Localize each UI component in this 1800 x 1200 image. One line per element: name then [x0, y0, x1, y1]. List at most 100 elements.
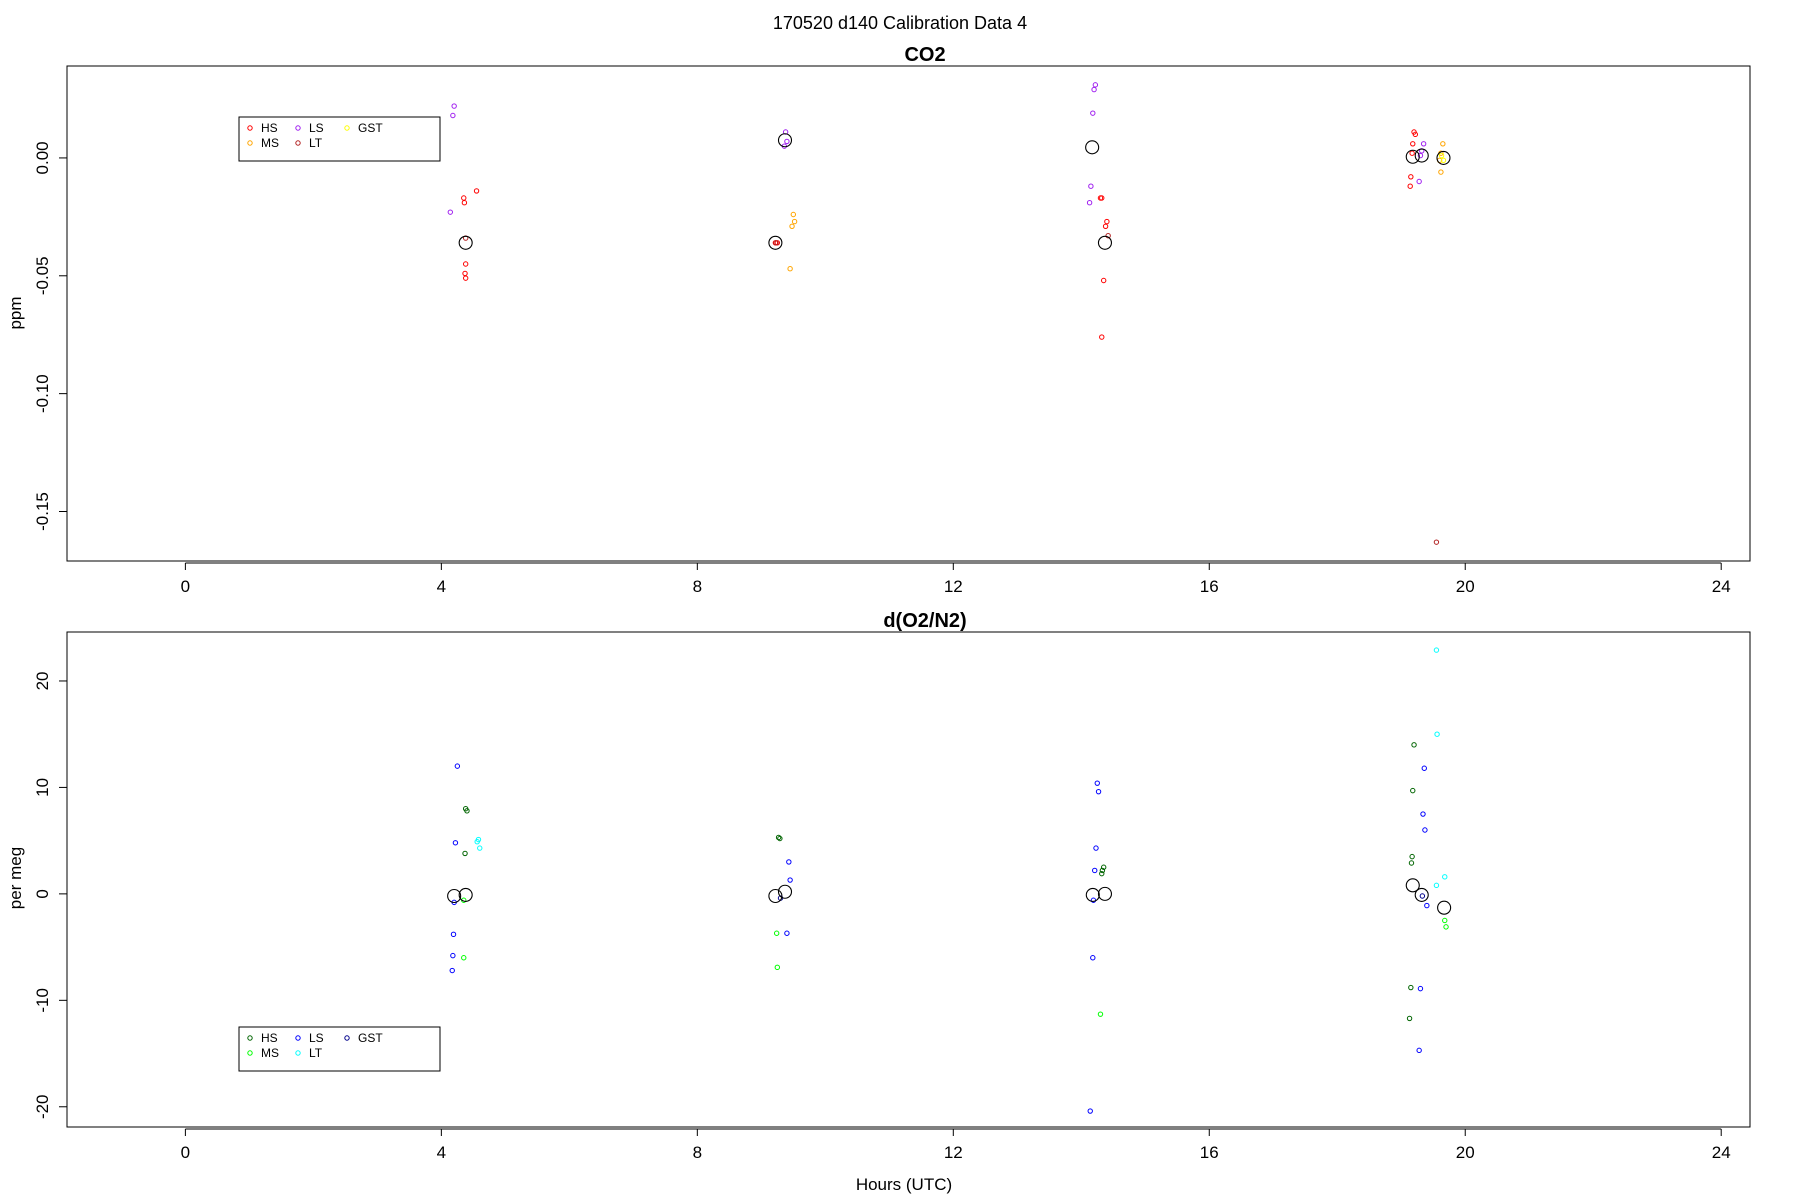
co2-point-lt — [1105, 233, 1111, 239]
co2-point-lt — [1433, 539, 1440, 545]
co2-legend-marker — [295, 140, 301, 146]
o2n2-point-hs — [1100, 864, 1107, 870]
co2-y-tick-label: -0.05 — [33, 256, 52, 295]
o2n2-point-ls — [449, 967, 455, 974]
co2-point-hs — [461, 195, 467, 201]
co2-x-tick-label: 16 — [1200, 577, 1219, 596]
co2-mean-marker — [1097, 235, 1113, 250]
o2n2-point-hs — [1408, 860, 1415, 866]
o2n2-mean-marker — [777, 884, 793, 899]
o2n2-point-ls — [1092, 867, 1098, 874]
co2-point-hs — [461, 200, 468, 206]
co2-point-ms — [1438, 169, 1444, 175]
o2n2-x-tick-label: 12 — [944, 1143, 963, 1162]
o2n2-point-ms — [773, 930, 780, 936]
o2n2-x-tick-label: 16 — [1200, 1143, 1219, 1162]
co2-point-ls — [1090, 110, 1096, 116]
co2-y-tick-label: 0.00 — [33, 141, 52, 174]
co2-mean-marker — [777, 133, 793, 148]
o2n2-x-axis-label: Hours (UTC) — [856, 1175, 952, 1194]
co2-x-axis: 0 4 8 12 16 20 24 — [181, 562, 1731, 596]
co2-point-hs — [1104, 218, 1110, 225]
o2n2-point-ms — [1097, 1011, 1104, 1017]
o2n2-point-ls — [1417, 985, 1424, 992]
co2-legend-marker — [344, 125, 350, 131]
o2n2-point-ms — [461, 955, 467, 961]
o2n2-mean-marker — [1405, 878, 1420, 893]
co2-legend-marker — [295, 125, 301, 131]
co2-point-ls — [447, 209, 454, 215]
co2-point-hs — [462, 270, 468, 277]
co2-mean-marker — [1436, 150, 1451, 165]
o2n2-point-hs — [1408, 984, 1414, 991]
co2-y-tick-label: -0.10 — [33, 374, 52, 413]
o2n2-point-ms — [1443, 924, 1449, 930]
co2-x-tick-label: 4 — [437, 577, 446, 596]
o2n2-point-lt — [477, 845, 483, 851]
o2n2-point-ls — [450, 952, 456, 959]
o2n2-point-ls — [786, 859, 792, 865]
co2-point-hs — [473, 188, 480, 194]
co2-point-ms — [790, 211, 797, 218]
co2-point-hs — [1410, 141, 1416, 147]
co2-point-ms — [789, 223, 795, 229]
co2-point-ls — [1420, 141, 1427, 147]
o2n2-mean-marker — [768, 888, 783, 904]
co2-point-hs — [1099, 334, 1105, 340]
o2n2-legend-label: LS — [309, 1031, 324, 1045]
o2n2-point-ms — [774, 964, 781, 971]
o2n2-point-hs — [777, 835, 783, 842]
o2n2-y-tick-label: -20 — [33, 1094, 52, 1119]
o2n2-point-ls — [1421, 765, 1427, 771]
o2n2-x-tick-label: 20 — [1456, 1143, 1475, 1162]
co2-y-axis: -0.15 -0.10 -0.05 0.00 — [33, 141, 68, 531]
o2n2-point-hs — [462, 850, 468, 857]
o2n2-point-ls — [1416, 1047, 1422, 1054]
o2n2-point-hs — [1099, 867, 1106, 874]
o2n2-point-lt — [1442, 874, 1448, 880]
o2n2-y-tick-label: -10 — [33, 988, 52, 1013]
o2n2-panel: d(O2/N2) per meg Hours (UTC) 0 4 8 12 16 20 24… — [6, 610, 1751, 1194]
co2-point-ls — [1416, 178, 1422, 185]
o2n2-panel-title: d(O2/N2) — [883, 610, 966, 632]
o2n2-point-hs — [1406, 1015, 1413, 1022]
co2-point-gst — [1440, 157, 1447, 163]
o2n2-point-ls — [1422, 827, 1428, 833]
co2-mean-marker — [1414, 148, 1429, 163]
co2-point-hs — [1102, 223, 1109, 229]
co2-legend-label: HS — [261, 121, 278, 135]
co2-data-points — [447, 82, 1451, 545]
o2n2-point-hs — [1410, 787, 1416, 794]
o2n2-mean-marker — [1437, 900, 1452, 915]
o2n2-point-hs — [1409, 853, 1415, 860]
co2-point-ls — [1086, 200, 1093, 206]
co2-mean-marker — [1085, 140, 1100, 155]
co2-point-hs — [1408, 174, 1414, 180]
co2-point-ls — [451, 103, 457, 109]
o2n2-x-tick-label: 8 — [693, 1143, 702, 1162]
o2n2-x-tick-label: 4 — [437, 1143, 446, 1162]
co2-y-axis-label: ppm — [6, 296, 25, 329]
o2n2-legend-marker — [247, 1035, 253, 1041]
co2-legend-marker — [247, 125, 253, 131]
co2-point-hs — [462, 275, 469, 281]
o2n2-point-ls — [1094, 780, 1100, 786]
o2n2-y-tick-label: 0 — [33, 889, 52, 898]
o2n2-point-lt — [1433, 647, 1440, 653]
o2n2-mean-marker — [1097, 886, 1113, 901]
co2-point-ls — [450, 112, 456, 119]
o2n2-point-ls — [1090, 955, 1096, 961]
o2n2-legend-label: MS — [261, 1046, 279, 1060]
co2-point-hs — [1409, 150, 1415, 156]
co2-panel: CO2 ppm 0 4 8 12 16 20 24 -0.15-0.10-0.050.00 … — [6, 44, 1751, 596]
co2-point-ls — [1088, 183, 1094, 189]
co2-legend-box — [238, 116, 441, 162]
o2n2-point-lt — [1433, 882, 1440, 889]
o2n2-mean-marker — [1414, 887, 1429, 902]
o2n2-point-lt — [1434, 731, 1440, 737]
co2-point-ms — [1440, 141, 1446, 147]
o2n2-point-ls — [1424, 902, 1430, 909]
co2-legend-label: LT — [309, 136, 323, 150]
